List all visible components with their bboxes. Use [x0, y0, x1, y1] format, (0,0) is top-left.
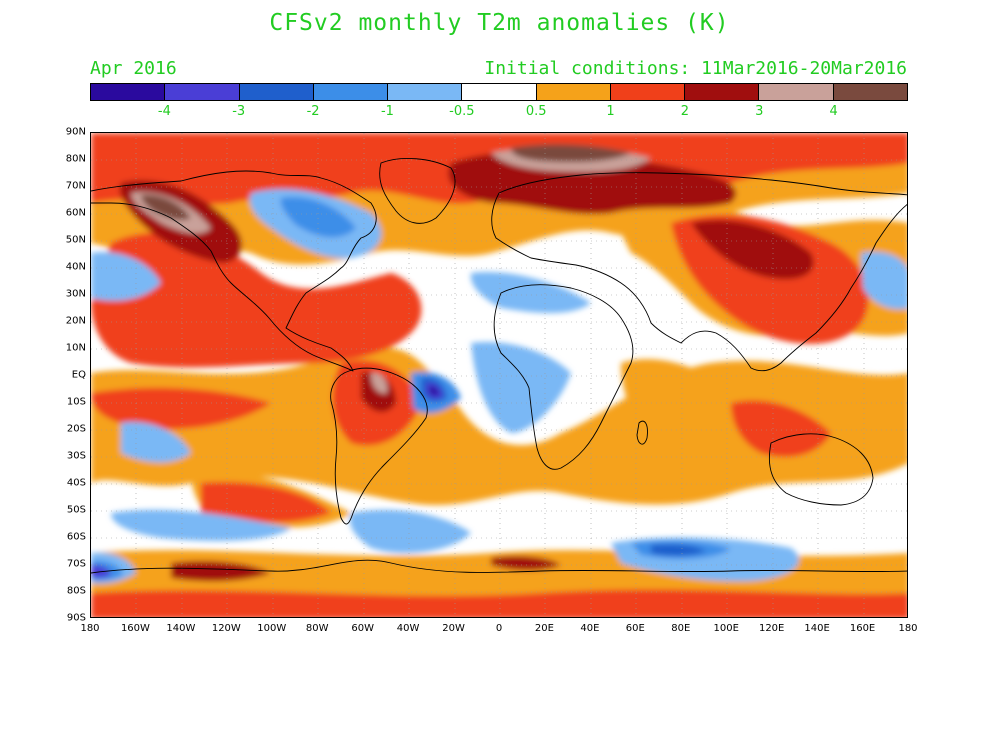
longitude-label: 140W [166, 623, 196, 634]
latitude-label: 90S [66, 612, 86, 624]
latitude-label: 60S [66, 531, 86, 543]
colorbar-tick-label: -4 [157, 104, 171, 119]
colorbar-swatch [91, 84, 166, 100]
longitude-label: 180 [80, 623, 100, 634]
anomaly-map [91, 133, 907, 617]
colorbar-tick-label: 3 [755, 104, 764, 119]
longitude-label: 80E [671, 623, 691, 634]
longitude-label: 60W [351, 623, 374, 634]
colorbar-tick-label: -1 [380, 104, 394, 119]
latitude-label: 20N [65, 315, 86, 327]
colorbar-swatch [833, 84, 907, 100]
colorbar-swatch [462, 84, 537, 100]
longitude-label: 120E [758, 623, 785, 634]
longitude-label: 100E [713, 623, 739, 634]
latitude-label: 80S [66, 585, 86, 597]
latitude-label: 10N [65, 342, 86, 354]
longitude-label: 140E [804, 623, 830, 634]
latitude-label: 30N [65, 288, 86, 300]
initial-conditions: Initial conditions: 11Mar2016-20Mar2016 [484, 58, 907, 79]
longitude-label: 180 [898, 623, 918, 634]
longitude-label: 60E [625, 623, 645, 634]
longitude-label: 20W [442, 623, 465, 634]
latitude-label: 40S [66, 477, 86, 489]
colorbar-swatch [685, 84, 760, 100]
longitude-label: 40E [580, 623, 600, 634]
colorbar-tick-label: -2 [306, 104, 320, 119]
longitude-label: 160E [849, 623, 876, 634]
colorbar-tick-label: -3 [232, 104, 246, 119]
latitude-label: 60N [65, 207, 86, 219]
colorbar-tick-label: -0.5 [449, 104, 475, 119]
anomaly-fields [91, 133, 907, 617]
colorbar-swatch [165, 84, 240, 100]
colorbar-swatch [536, 84, 611, 100]
latitude-label: 70S [66, 558, 86, 570]
colorbar-tick-label: 4 [829, 104, 838, 119]
latitude-label: 90N [65, 126, 86, 138]
colorbar-swatch [239, 84, 314, 100]
latitude-label: 10S [66, 396, 86, 408]
longitude-label: 120W [211, 623, 241, 634]
map-title: CFSv2 monthly T2m anomalies (K) [269, 10, 730, 36]
latitude-label: 30S [66, 450, 86, 462]
latitude-label: 20S [66, 423, 86, 435]
colorbar-swatch [388, 84, 463, 100]
longitude-label: 80W [305, 623, 329, 634]
forecast-month: Apr 2016 [90, 58, 177, 79]
colorbar-tick-label: 1 [606, 104, 615, 119]
latitude-label: 50N [65, 234, 86, 246]
longitude-label: 160W [120, 623, 150, 634]
latitude-label: 40N [65, 261, 86, 273]
colorbar-swatch [610, 84, 686, 100]
longitude-label: 20E [534, 623, 554, 634]
map-panel [90, 132, 908, 618]
colorbar [90, 83, 908, 101]
coastlines [91, 158, 907, 574]
longitude-label: 40W [396, 623, 420, 634]
latitude-label: 50S [66, 504, 86, 516]
colorbar-tick-label: 0.5 [525, 104, 547, 119]
colorbar-swatch [313, 84, 389, 100]
colorbar-swatch [759, 84, 834, 100]
colorbar-tick-label: 2 [680, 104, 690, 119]
latitude-label: 70N [65, 180, 86, 192]
graticule [91, 133, 907, 617]
latitude-label: EQ [71, 369, 86, 381]
longitude-label: 100W [257, 623, 287, 634]
longitude-label: 0 [495, 623, 503, 634]
latitude-label: 80N [65, 153, 86, 165]
